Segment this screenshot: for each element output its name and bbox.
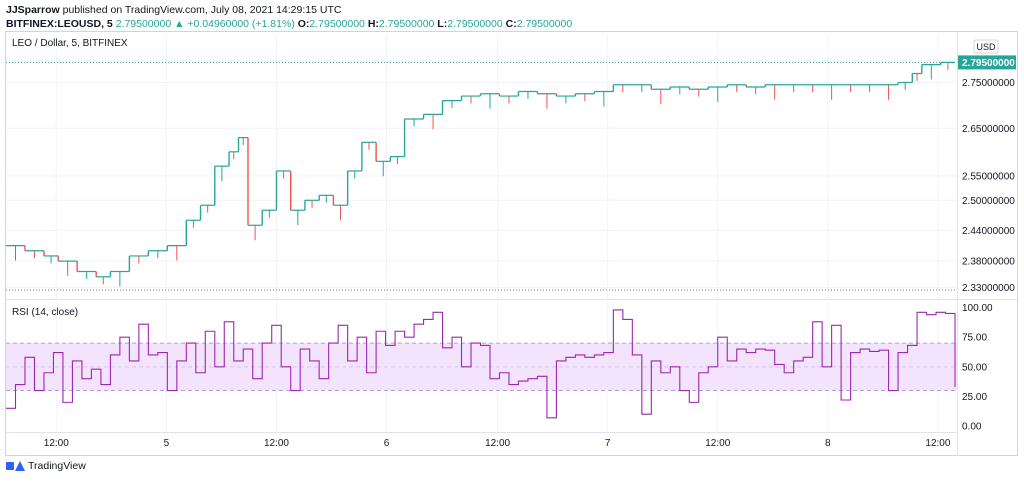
ohlc-value-0: 2.79500000 bbox=[309, 18, 365, 30]
price-tick-label-2: 2.65000000 bbox=[962, 124, 1015, 135]
rsi-tick-label-2: 50.00 bbox=[962, 362, 987, 373]
rsi-tick-label-0: 100.00 bbox=[962, 303, 993, 314]
chart-frame bbox=[5, 31, 1018, 456]
price-tick-label-4: 2.50000000 bbox=[962, 196, 1015, 207]
rsi-pane-title: RSI (14, close) bbox=[12, 307, 79, 318]
currency-label: USD bbox=[976, 42, 996, 52]
ohlc-key-3: C: bbox=[502, 18, 517, 30]
last-price-tag bbox=[958, 55, 1016, 70]
x-tick-label-1: 5 bbox=[164, 438, 170, 449]
ohlc-key-1: H: bbox=[364, 18, 379, 30]
price-change: ▲ +0.04960000 (+1.81%) bbox=[174, 18, 295, 30]
author-name[interactable]: JJSparrow bbox=[6, 4, 60, 16]
price-pane-title: LEO / Dollar, 5, BITFINEX bbox=[12, 38, 128, 49]
symbol-line: BITFINEX:LEOUSD, 5 2.79500000 ▲ +0.04960… bbox=[6, 17, 572, 31]
symbol-label: BITFINEX:LEOUSD, 5 bbox=[6, 18, 113, 30]
x-tick-label-8: 12:00 bbox=[925, 438, 950, 449]
publish-line: JJSparrow published on TradingView.com, … bbox=[6, 3, 572, 17]
rsi-tick-label-3: 25.00 bbox=[962, 392, 987, 403]
x-tick-label-2: 12:00 bbox=[264, 438, 289, 449]
ohlc-value-3: 2.79500000 bbox=[516, 18, 573, 30]
x-tick-label-5: 7 bbox=[605, 438, 611, 449]
x-tick-label-4: 12:00 bbox=[485, 438, 510, 449]
price-tick-label-1: 2.75000000 bbox=[962, 78, 1015, 89]
price-tick-label-5: 2.44000000 bbox=[962, 226, 1015, 237]
price-tick-label-7: 2.33000000 bbox=[962, 283, 1015, 294]
price-tick-label-6: 2.38000000 bbox=[962, 257, 1015, 268]
x-tick-label-0: 12:00 bbox=[44, 438, 69, 449]
x-tick-label-3: 6 bbox=[384, 438, 390, 449]
last-price-value: 2.79500000 bbox=[115, 18, 172, 30]
ohlc-value-2: 2.79500000 bbox=[447, 18, 503, 30]
tradingview-logo[interactable]: TradingView bbox=[6, 460, 86, 472]
price-tick-label-3: 2.55000000 bbox=[962, 171, 1015, 182]
x-tick-label-6: 12:00 bbox=[705, 438, 730, 449]
publish-info: published on TradingView.com, July 08, 2… bbox=[62, 4, 342, 16]
tradingview-logo-text: TradingView bbox=[28, 460, 86, 472]
rsi-tick-label-4: 0.00 bbox=[962, 422, 982, 433]
ohlc-values: O:2.79500000 H:2.79500000 L:2.79500000 C… bbox=[298, 18, 572, 30]
currency-button[interactable] bbox=[973, 39, 999, 54]
chart-header: JJSparrow published on TradingView.com, … bbox=[6, 3, 572, 31]
x-tick-label-7: 8 bbox=[825, 438, 831, 449]
last-price-tag-label: 2.79500000 bbox=[962, 58, 1015, 69]
ohlc-key-2: L: bbox=[434, 18, 448, 30]
rsi-line bbox=[6, 309, 956, 419]
rsi-tick-label-1: 75.00 bbox=[962, 333, 987, 344]
tradingview-logo-icon bbox=[6, 460, 25, 472]
ohlc-key-0: O: bbox=[297, 18, 310, 30]
ohlc-value-1: 2.79500000 bbox=[378, 18, 435, 30]
